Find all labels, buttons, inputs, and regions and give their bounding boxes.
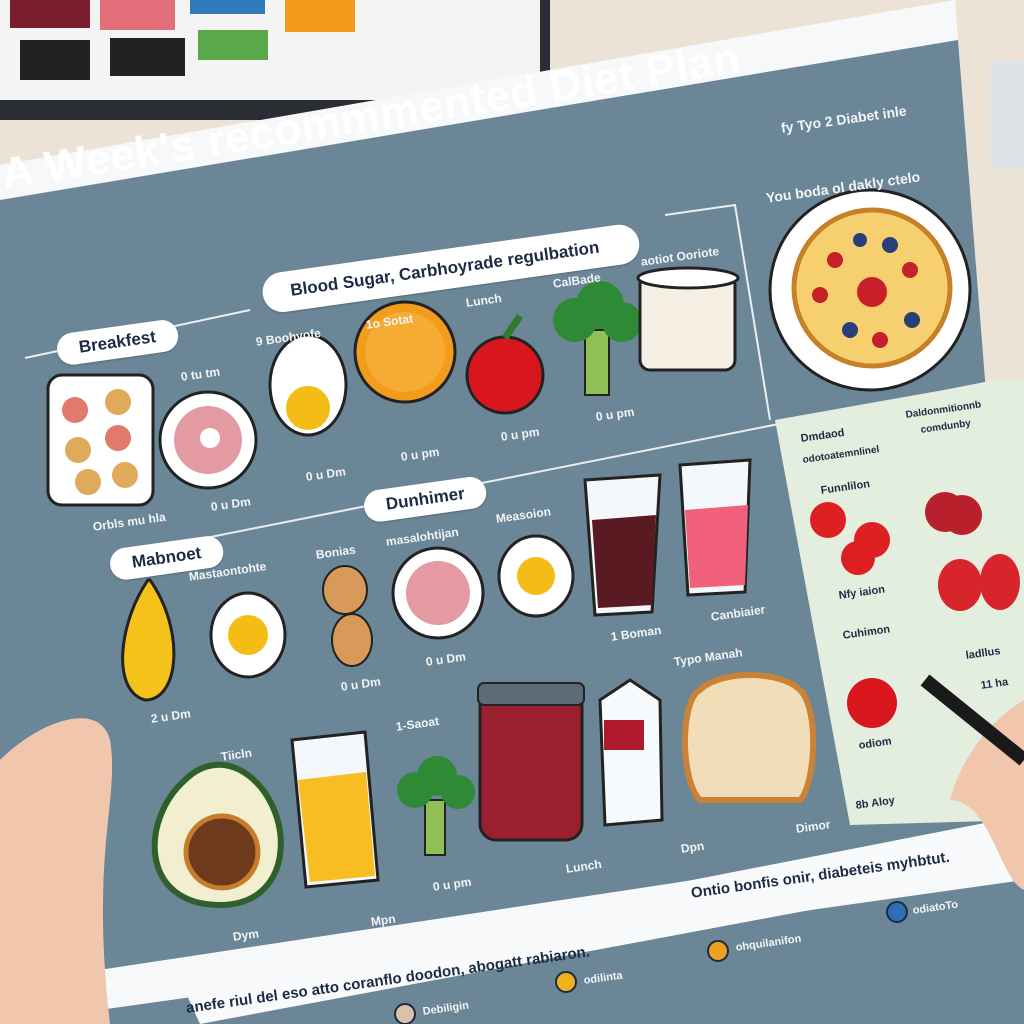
paint-palette [0,0,550,120]
apple [465,335,545,415]
pizza-plate [768,188,972,392]
left-hand [0,718,113,1024]
pen [920,674,1024,766]
strawberry [938,559,982,611]
broccoli [553,281,642,396]
jam-jar [478,688,584,842]
device [990,60,1024,170]
footer-band [180,815,1024,1024]
tomato [847,678,897,728]
legend-dot [555,971,577,993]
legend-dot [394,1003,416,1024]
legend-dot [707,940,729,962]
broccoli [397,756,475,856]
cracker [331,613,373,667]
pear [121,578,176,702]
cracker [322,565,368,615]
bread-slice [682,672,817,803]
tomato [810,502,846,538]
legend-dot [886,901,908,923]
water-bottle [598,678,664,827]
